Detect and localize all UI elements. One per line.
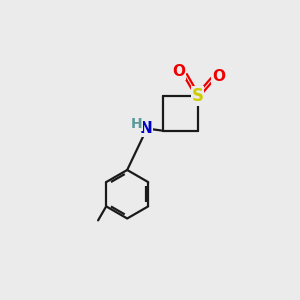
Text: O: O <box>212 69 225 84</box>
Text: S: S <box>192 87 204 105</box>
Text: N: N <box>139 121 152 136</box>
Text: O: O <box>173 64 186 79</box>
Text: H: H <box>131 117 143 131</box>
